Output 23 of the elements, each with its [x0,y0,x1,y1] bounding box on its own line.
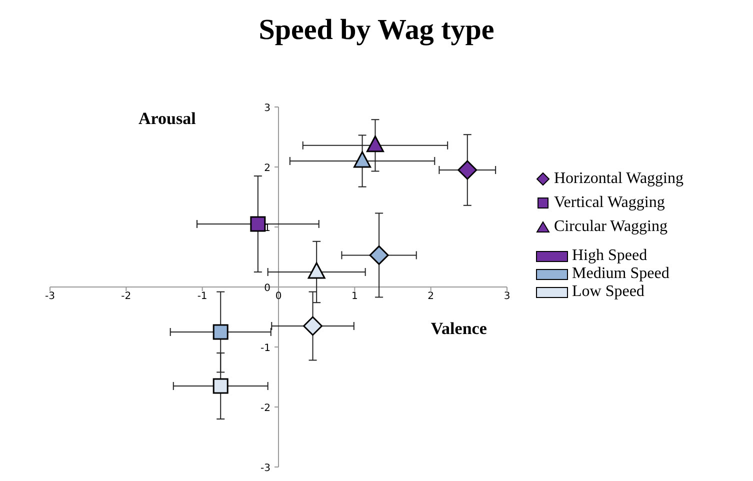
legend-label: Circular Wagging [553,217,668,237]
y-tick-label: 3 [264,103,270,114]
x-tick-label: 3 [504,291,510,302]
text: Low Speed [571,283,646,301]
y-tick-label: 0 [264,283,270,294]
x-axis-title: Valence [430,319,487,339]
y-axis-title: Arousal [138,109,196,129]
x-tick-label: -2 [121,291,132,302]
y-tick-label: -2 [260,403,270,414]
x-tick-label: 0 [275,291,282,302]
x-tick-label: 2 [428,291,434,302]
y-tick-label: 1 [264,223,270,234]
text: High Speed [571,247,648,265]
legend-label: Vertical Wagging [553,193,666,213]
y-tick-label: 2 [264,163,270,174]
x-tick-label: 1 [351,291,358,302]
chart-title: Speed by Wag type [258,14,496,47]
text: Medium Speed [571,265,670,283]
x-tick-label: -1 [197,291,208,302]
x-tick-label: -3 [45,291,55,302]
legend-label: Horizontal Wagging [553,169,684,189]
y-tick-label: -1 [260,343,270,354]
y-tick-label: -3 [260,463,270,474]
